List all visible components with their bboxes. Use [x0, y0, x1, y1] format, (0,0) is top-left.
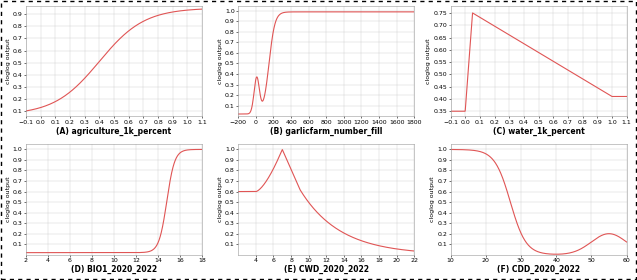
Y-axis label: cloglog output: cloglog output — [430, 177, 435, 222]
X-axis label: (C) water_1k_percent: (C) water_1k_percent — [492, 127, 584, 136]
X-axis label: (A) agriculture_1k_percent: (A) agriculture_1k_percent — [57, 127, 171, 136]
X-axis label: (F) CDD_2020_2022: (F) CDD_2020_2022 — [497, 265, 580, 274]
Y-axis label: cloglog output: cloglog output — [218, 177, 223, 222]
Y-axis label: cloglog output: cloglog output — [426, 38, 431, 84]
Y-axis label: cloglog output: cloglog output — [6, 177, 11, 222]
X-axis label: (B) garlicfarm_number_fill: (B) garlicfarm_number_fill — [270, 127, 382, 136]
Y-axis label: cloglog output: cloglog output — [6, 38, 11, 84]
X-axis label: (E) CWD_2020_2022: (E) CWD_2020_2022 — [283, 265, 369, 274]
X-axis label: (D) BIO1_2020_2022: (D) BIO1_2020_2022 — [71, 265, 157, 274]
Y-axis label: cloglog output: cloglog output — [218, 38, 223, 84]
